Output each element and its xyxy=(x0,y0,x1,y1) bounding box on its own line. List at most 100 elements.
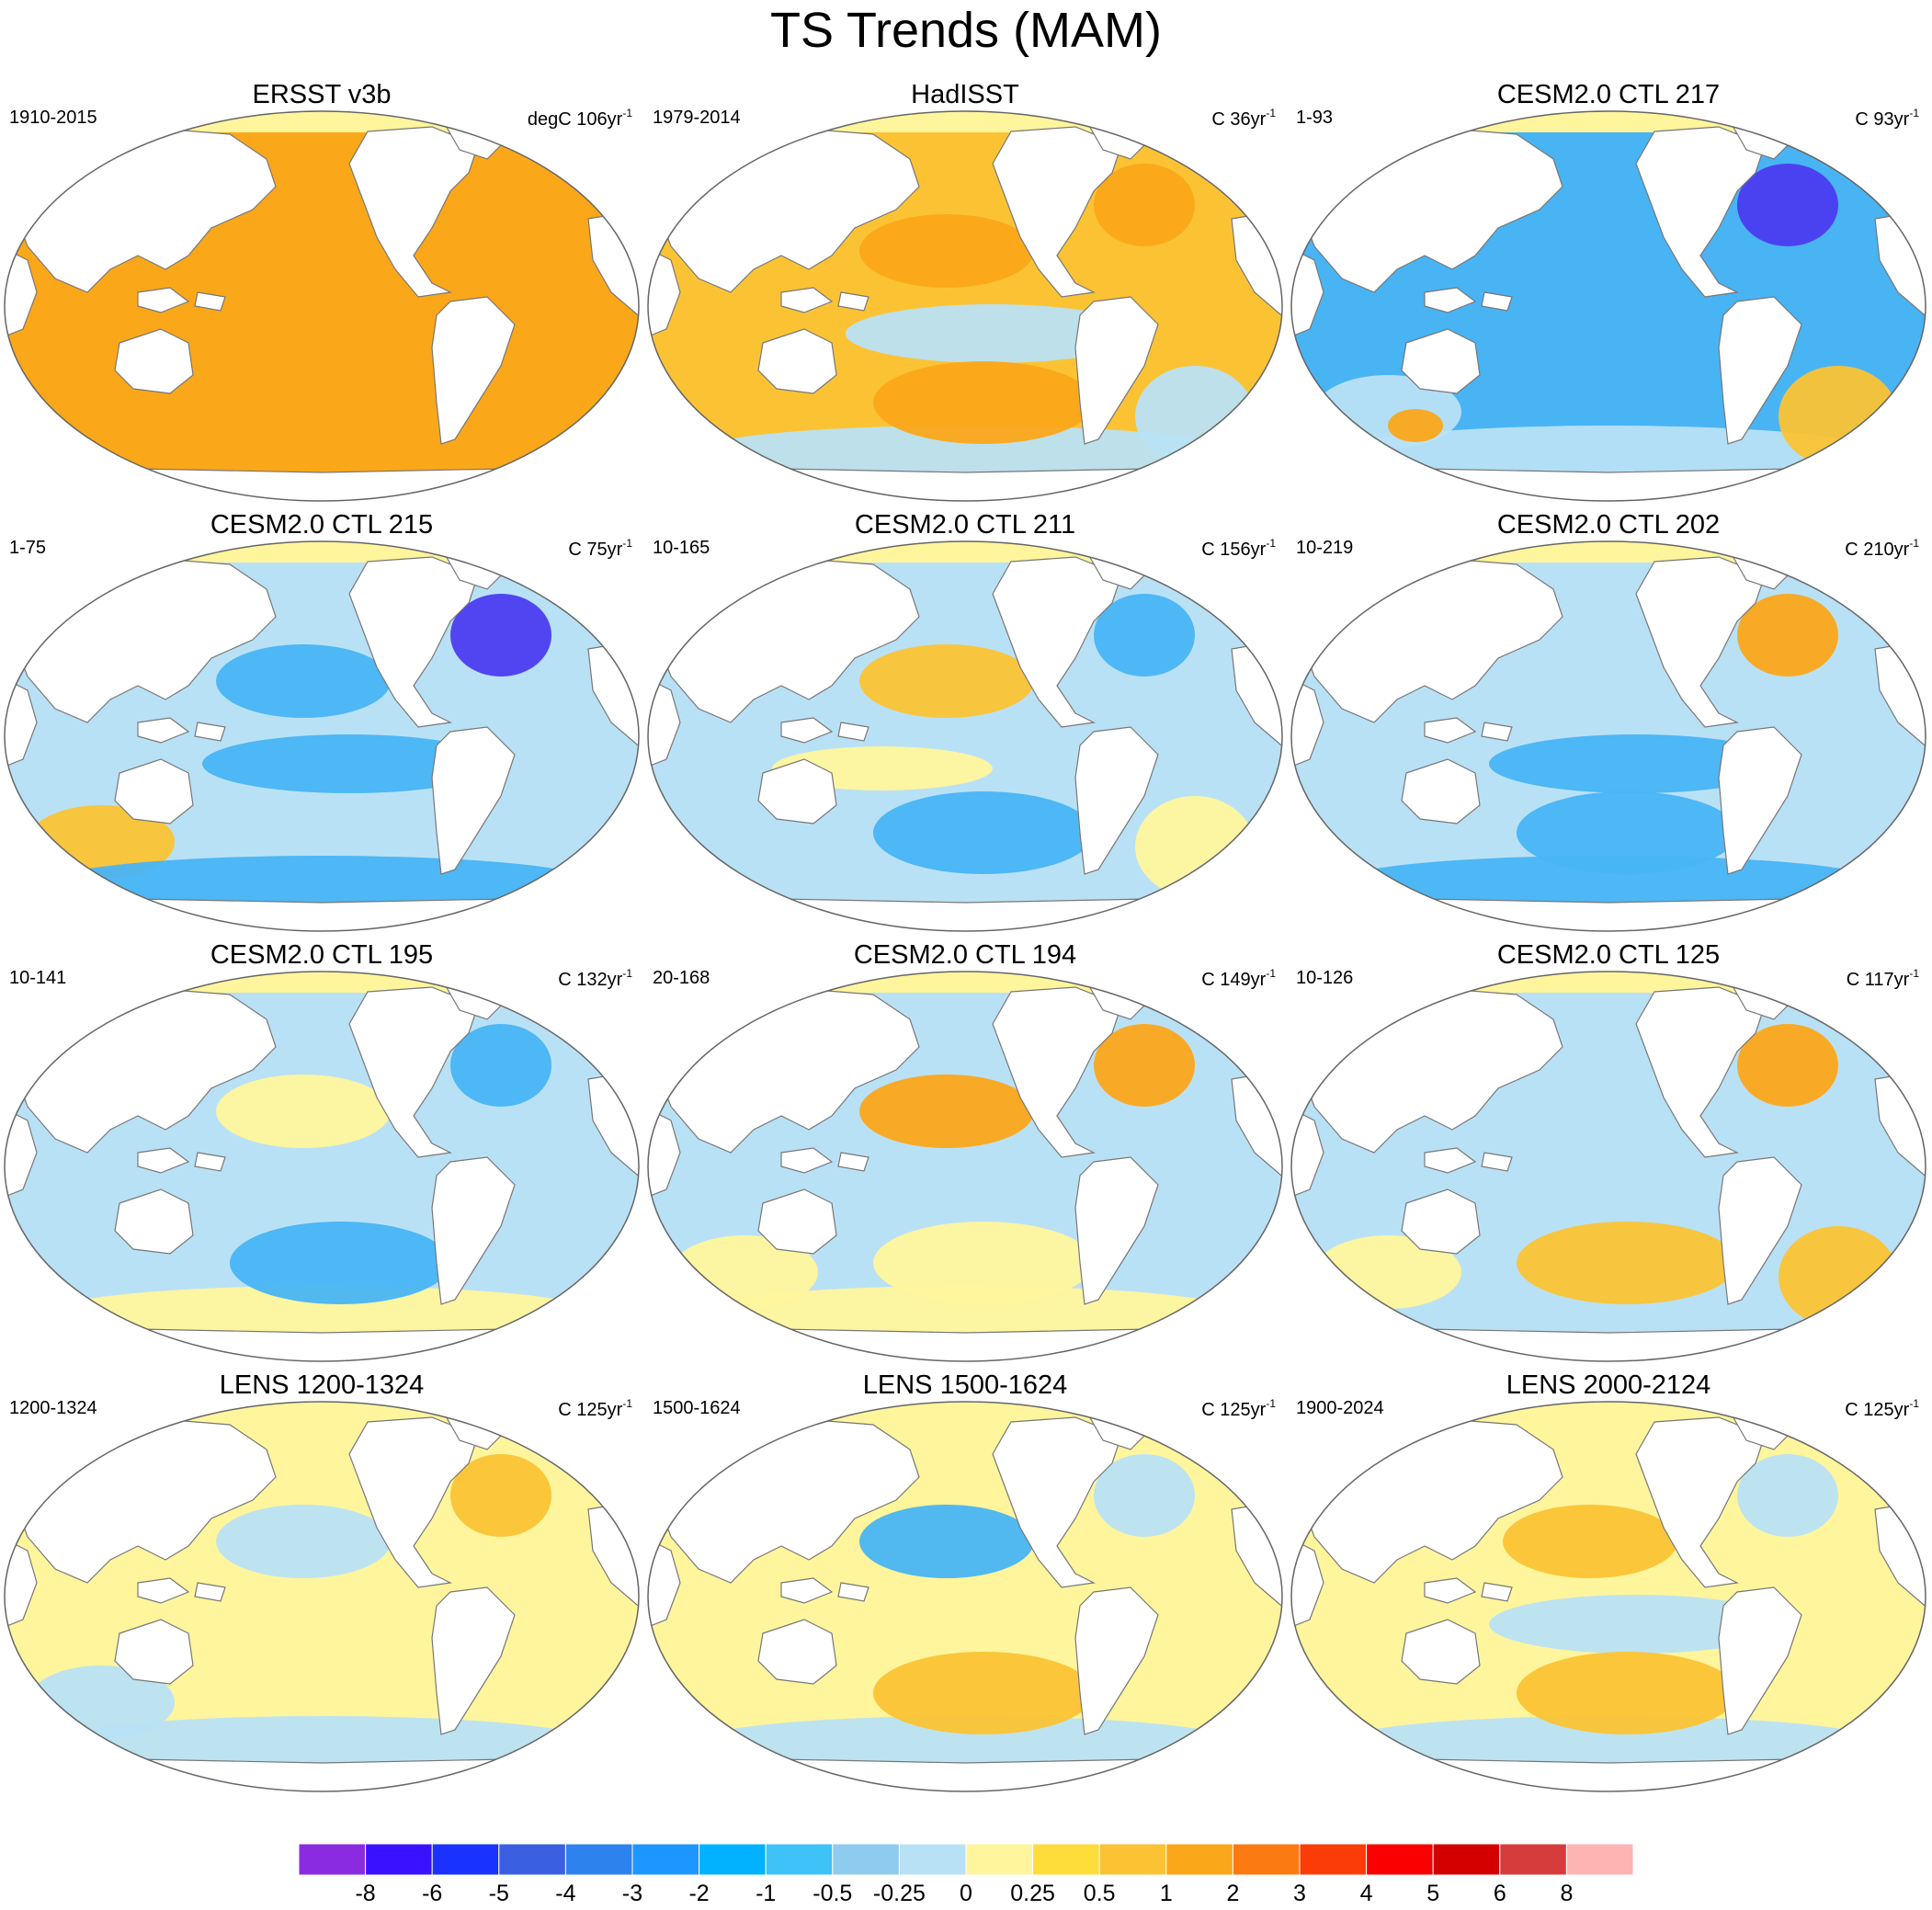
panel-units: C 125yr-1 xyxy=(1845,1392,1919,1422)
ocean-field xyxy=(1291,972,1926,1361)
colorbar-swatch xyxy=(1565,1844,1633,1875)
world-map xyxy=(647,1401,1283,1792)
colorbar xyxy=(299,1844,1633,1875)
units-text: C 149yr xyxy=(1201,970,1267,990)
landmass xyxy=(137,287,190,313)
units-text: C 117yr xyxy=(1846,970,1910,990)
colorbar-tick-label: 5 xyxy=(1426,1881,1440,1906)
arctic-band xyxy=(5,541,639,563)
anomaly-region xyxy=(1094,164,1195,246)
map-panel: CESM2.0 CTL 215 1-75 C 75yr-1 xyxy=(0,509,643,941)
landmass xyxy=(780,1577,834,1604)
colorbar-tick-label: -1 xyxy=(756,1881,777,1906)
world-map xyxy=(1290,1401,1926,1792)
panel-years: 1200-1324 xyxy=(9,1398,97,1418)
units-text: C 125yr xyxy=(558,1400,623,1420)
landmass xyxy=(194,291,226,312)
units-text: C 75yr xyxy=(568,540,623,560)
anomaly-region xyxy=(689,1286,1241,1341)
landmass xyxy=(431,296,516,445)
units-text: C 132yr xyxy=(558,970,623,990)
units-exponent: -1 xyxy=(1266,967,1276,980)
landmass xyxy=(1401,758,1481,824)
landmass xyxy=(837,722,869,742)
ocean-field xyxy=(648,541,1282,931)
landmass xyxy=(757,758,837,824)
anomaly-region xyxy=(1333,426,1884,481)
colorbar-swatch xyxy=(431,1844,500,1875)
world-map xyxy=(4,540,640,932)
units-text: C 125yr xyxy=(1845,1400,1910,1420)
landmass xyxy=(5,1758,639,1791)
landmass xyxy=(1424,1577,1477,1604)
map-panel: CESM2.0 CTL 202 10-219 C 210yr-1 xyxy=(1287,509,1930,941)
anomaly-region xyxy=(46,1286,597,1341)
map-panel: CESM2.0 CTL 217 1-93 C 93yr-1 xyxy=(1287,79,1930,511)
panel-units: C 125yr-1 xyxy=(558,1392,632,1422)
anomaly-region xyxy=(689,426,1241,481)
anomaly-region xyxy=(1489,1595,1783,1654)
panel-title: LENS 2000-2124 xyxy=(1506,1370,1711,1400)
landmass xyxy=(431,726,516,875)
landmass xyxy=(780,717,834,744)
colorbar-tick-label: -0.25 xyxy=(872,1881,926,1906)
arctic-band xyxy=(1291,541,1926,563)
landmass xyxy=(1401,1619,1481,1685)
colorbar-tick-label: -0.5 xyxy=(813,1881,853,1906)
panel-title: CESM2.0 CTL 194 xyxy=(853,940,1077,970)
colorbar-tick-label: 0 xyxy=(960,1881,972,1906)
panel-years: 1910-2015 xyxy=(9,108,97,128)
landmass xyxy=(780,1147,834,1174)
figure-title: TS Trends (MAM) xyxy=(769,3,1163,58)
landmass xyxy=(114,1188,194,1255)
world-map xyxy=(4,110,640,502)
map-border xyxy=(1290,1401,1926,1792)
anomaly-region xyxy=(230,1222,450,1304)
units-exponent: -1 xyxy=(622,107,632,119)
landmass xyxy=(114,328,194,394)
map-panel: LENS 1200-1324 1200-1324 C 125yr-1 xyxy=(0,1370,643,1802)
map-border xyxy=(4,540,640,932)
landmass xyxy=(1424,1147,1477,1174)
landmass xyxy=(5,898,639,931)
landmass xyxy=(1291,468,1926,501)
anomaly-region xyxy=(873,1652,1094,1734)
map-panel: ERSST v3b 1910-2015 degC 106yr-1 xyxy=(0,79,643,511)
anomaly-region xyxy=(1517,1222,1737,1304)
map-panel: LENS 1500-1624 1500-1624 C 125yr-1 xyxy=(643,1370,1287,1802)
arctic-band xyxy=(648,541,1282,563)
landmass xyxy=(648,468,1282,501)
colorbar-swatch xyxy=(965,1844,1034,1875)
panel-title: CESM2.0 CTL 217 xyxy=(1496,80,1721,109)
anomaly-region xyxy=(859,214,1034,288)
ocean-field xyxy=(5,111,639,501)
units-text: C 36yr xyxy=(1211,109,1267,130)
units-exponent: -1 xyxy=(622,967,632,980)
map-panel: CESM2.0 CTL 195 10-141 C 132yr-1 xyxy=(0,939,643,1371)
landmass xyxy=(114,1619,194,1685)
arctic-band xyxy=(5,972,639,993)
anomaly-region xyxy=(1489,734,1783,793)
landmass xyxy=(648,898,1282,931)
map-border xyxy=(1290,110,1926,502)
panel-units: C 36yr-1 xyxy=(1211,101,1276,131)
units-text: C 210yr xyxy=(1845,540,1910,560)
panel-units: C 156yr-1 xyxy=(1201,531,1276,562)
landmass xyxy=(194,1152,226,1172)
world-map xyxy=(647,971,1283,1362)
landmass xyxy=(648,1758,1282,1791)
colorbar-swatch xyxy=(564,1844,633,1875)
colorbar-swatch xyxy=(1432,1844,1501,1875)
anomaly-region xyxy=(202,734,496,793)
colorbar-swatch xyxy=(1098,1844,1167,1875)
landmass xyxy=(137,717,190,744)
anomaly-region xyxy=(1135,796,1255,897)
landmass xyxy=(1291,1758,1926,1791)
panel-years: 10-141 xyxy=(9,968,67,988)
world-map xyxy=(1290,971,1926,1362)
map-border xyxy=(4,971,640,1362)
landmass xyxy=(1718,1156,1802,1305)
landmass xyxy=(1074,726,1159,875)
anomaly-region xyxy=(216,1074,391,1148)
units-exponent: -1 xyxy=(622,537,632,550)
